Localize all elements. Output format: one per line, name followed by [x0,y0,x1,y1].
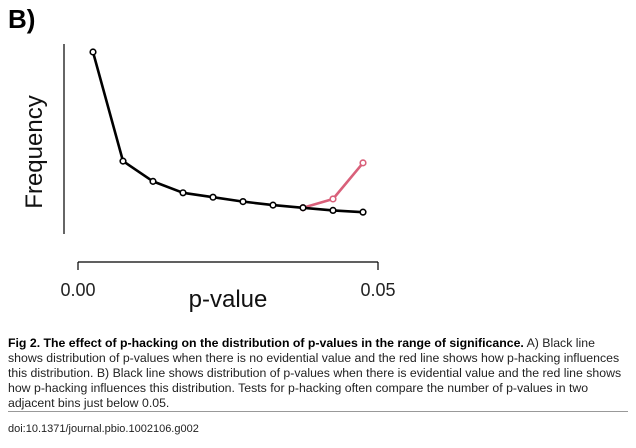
axes: 0.00 0.05 [60,44,396,300]
figure-caption: Fig 2. The effect of p-hacking on the di… [8,336,628,411]
series-0-point-9 [359,208,367,216]
series-0-line [91,51,364,214]
series-0-point-5 [239,198,247,206]
series-0-point-8 [329,206,337,214]
series-1-point-2 [359,159,367,167]
caption-divider [8,411,628,412]
y-axis-label: Frequency [21,95,48,208]
series-0-point-6 [269,201,277,209]
series-0-point-2 [149,177,157,185]
series-0-point-3 [179,189,187,197]
series-layer [89,48,367,216]
series-1-point-1 [329,195,337,203]
series-0-point-0 [89,48,97,56]
series-0-point-4 [209,193,217,201]
doi-text: doi:10.1371/journal.pbio.1002106.g002 [8,423,199,435]
panel-label: B) [8,4,36,34]
chart: 0.00 0.05 p-value Frequency [21,44,396,313]
series-0-point-1 [119,157,127,165]
x-tick-label-0: 0.00 [60,280,95,300]
x-tick-label-1: 0.05 [360,280,395,300]
caption-title: Fig 2. The effect of p-hacking on the di… [8,336,524,350]
caption-text: A) Black line shows distribution of p-va… [8,336,622,410]
x-axis-label: p-value [189,286,268,313]
series-0-point-7 [299,204,307,212]
